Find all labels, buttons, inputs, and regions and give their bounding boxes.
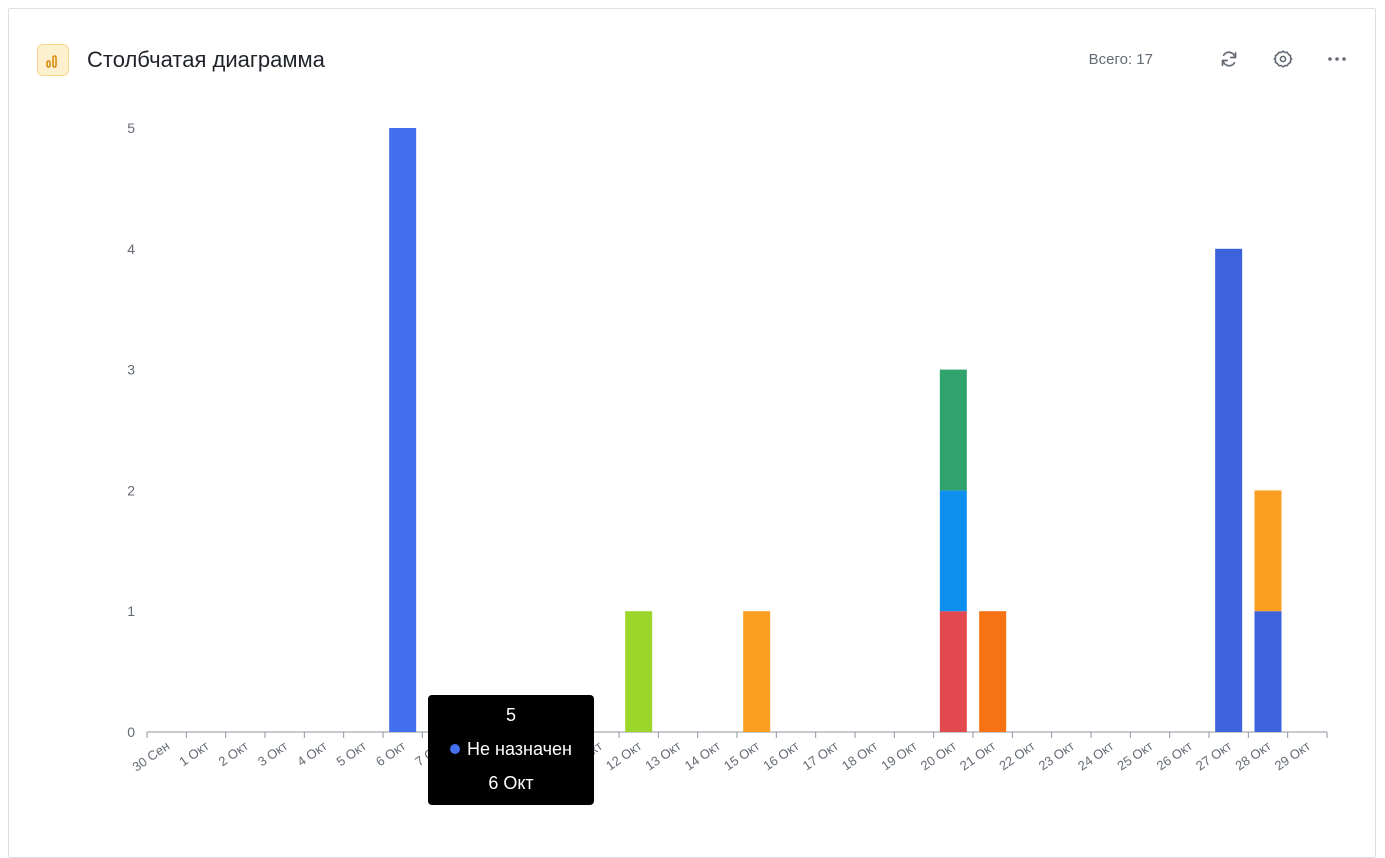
x-tick-label: 1 Окт <box>176 738 211 769</box>
x-tick-label: 16 Окт <box>760 738 801 773</box>
x-tick-label: 5 Окт <box>334 738 369 769</box>
total-count: Всего: 17 <box>1088 50 1153 68</box>
x-tick-label: 28 Окт <box>1232 738 1273 773</box>
bar-not-assigned-6-Окт <box>389 128 417 732</box>
tooltip-series: Не назначен <box>428 739 594 760</box>
tooltip-series-dot <box>450 744 461 754</box>
widget-title: Столбчатая диаграмма <box>87 47 325 72</box>
x-tick-label: 18 Окт <box>839 738 880 773</box>
x-tick-label: 21 Окт <box>957 738 998 773</box>
x-tick-label: 30 Сен <box>129 738 172 774</box>
x-tick-label: 29 Окт <box>1272 738 1313 773</box>
x-tick-label: 6 Окт <box>373 738 408 769</box>
tooltip-value: 5 <box>505 705 516 725</box>
bar-12-Окт <box>625 611 653 732</box>
bar-20-Окт <box>939 490 967 612</box>
x-tick-label: 14 Окт <box>682 738 723 773</box>
x-tick-label: 17 Окт <box>800 738 841 773</box>
bar-chart-icon <box>37 44 69 76</box>
x-tick-label: 25 Окт <box>1114 738 1155 773</box>
x-tick-label: 24 Окт <box>1075 738 1116 773</box>
y-tick-label: 2 <box>127 482 135 498</box>
x-tick-label: 27 Окт <box>1193 738 1234 773</box>
bar-28-Окт <box>1254 490 1282 612</box>
widget-header: Столбчатая диаграмма Всего: 17 <box>37 41 1351 77</box>
bar-20-Окт <box>939 369 967 491</box>
chart-tooltip: 5 Не назначен 6 Окт <box>428 695 594 805</box>
x-tick-label: 13 Окт <box>642 738 683 773</box>
bar-15-Окт <box>743 611 771 732</box>
refresh-icon[interactable] <box>1215 45 1243 73</box>
x-tick-label: 4 Окт <box>294 738 329 769</box>
x-tick-label: 15 Окт <box>721 738 762 773</box>
tooltip-category: 6 Окт <box>488 773 534 793</box>
x-tick-label: 22 Окт <box>996 738 1037 773</box>
bar-27-Окт <box>1215 248 1243 733</box>
x-tick-label: 26 Окт <box>1154 738 1195 773</box>
bar-21-Окт <box>979 611 1007 732</box>
x-tick-label: 23 Окт <box>1036 738 1077 773</box>
x-tick-label: 3 Окт <box>255 738 290 769</box>
x-tick-label: 12 Окт <box>603 738 644 773</box>
x-tick-label: 19 Окт <box>878 738 919 773</box>
y-tick-label: 3 <box>127 362 135 378</box>
x-tick-label: 2 Окт <box>216 738 251 769</box>
tooltip-series-name: Не назначен <box>467 739 572 759</box>
x-tick-label: 20 Окт <box>918 738 959 773</box>
chart-widget: Столбчатая диаграмма Всего: 17 <box>8 8 1376 858</box>
more-icon[interactable] <box>1323 45 1351 73</box>
y-tick-label: 4 <box>127 241 135 257</box>
y-tick-label: 5 <box>127 120 135 136</box>
bar-20-Окт <box>939 611 967 732</box>
y-tick-label: 0 <box>127 724 135 740</box>
y-tick-label: 1 <box>127 603 135 619</box>
bar-28-Окт <box>1254 611 1282 732</box>
widget-toolbar: Всего: 17 <box>1089 41 1351 77</box>
gear-icon[interactable] <box>1269 45 1297 73</box>
